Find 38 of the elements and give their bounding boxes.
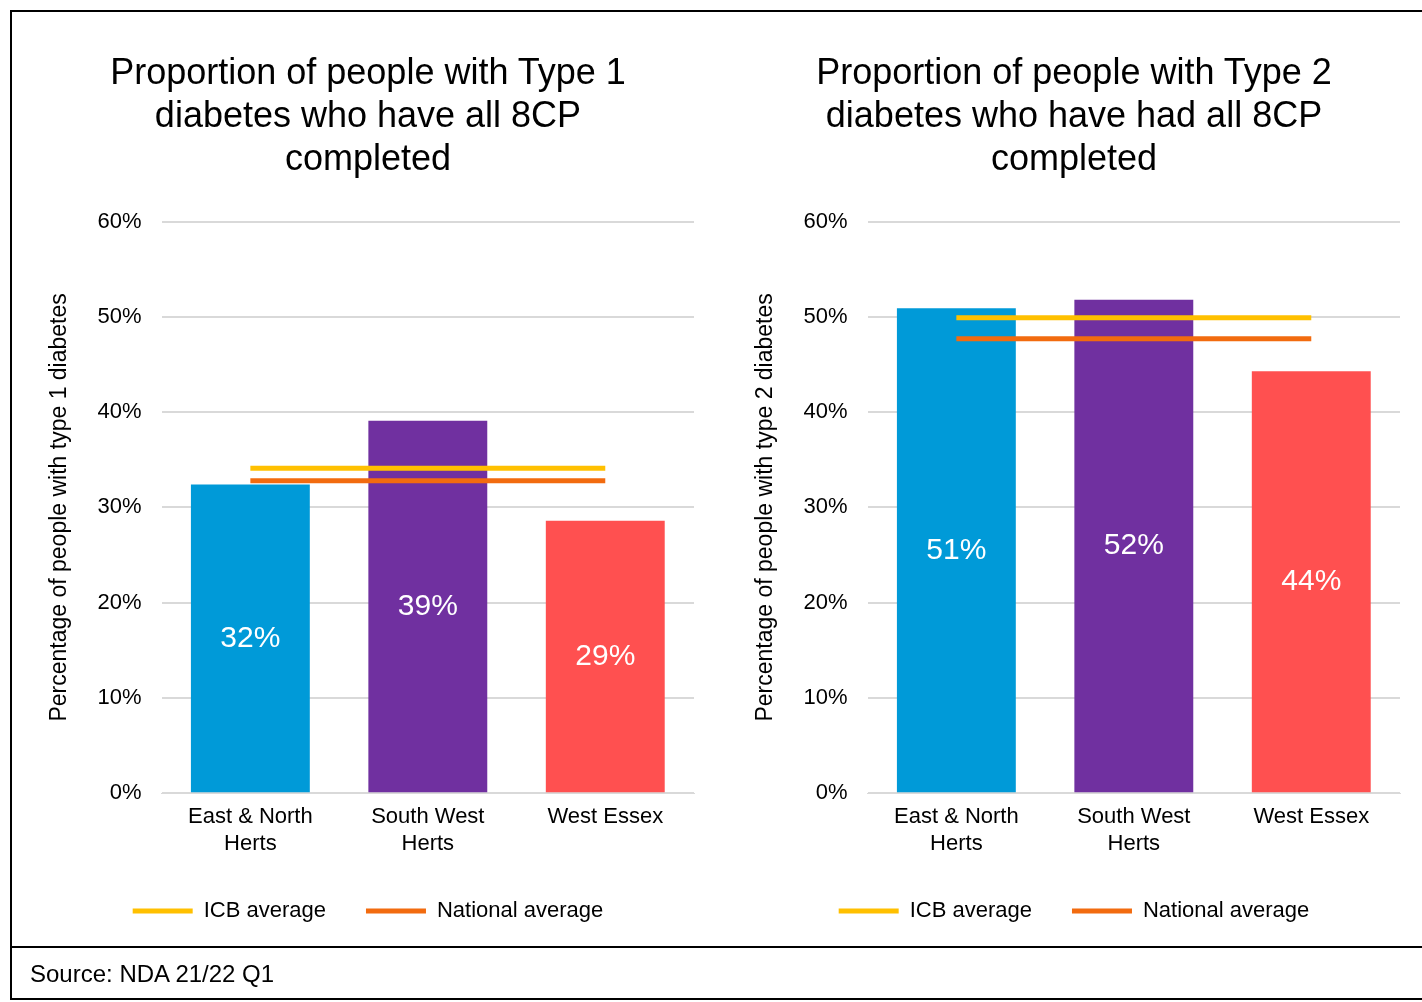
data-label: 52% bbox=[1103, 527, 1164, 561]
chart-title: Proportion of people with Type 1 diabetes who have all 8CP completed bbox=[110, 50, 626, 178]
x-tick-label: East & North Herts bbox=[188, 803, 313, 855]
y-tick-label: 0% bbox=[109, 779, 142, 805]
y-axis-title: Percentage of people with type 1 diabetes bbox=[45, 293, 72, 722]
bar bbox=[368, 420, 488, 793]
data-label: 44% bbox=[1281, 562, 1342, 596]
data-label: 29% bbox=[575, 637, 636, 671]
legend-label: National average bbox=[436, 897, 604, 923]
y-tick-label: 50% bbox=[803, 302, 848, 328]
y-tick-label: 40% bbox=[97, 398, 142, 424]
y-tick-label: 40% bbox=[803, 398, 848, 424]
x-tick-label: South West Herts bbox=[1077, 803, 1191, 855]
y-tick-label: 20% bbox=[97, 588, 142, 614]
data-label: 39% bbox=[397, 587, 458, 621]
y-tick-label: 60% bbox=[97, 207, 142, 233]
y-tick-label: 10% bbox=[97, 684, 142, 709]
y-tick-label: 0% bbox=[815, 779, 848, 805]
chart-title: Proportion of people with Type 2 diabetes who have had all 8CP completed bbox=[816, 50, 1332, 178]
data-label: 32% bbox=[220, 619, 281, 653]
source-note: Source: NDA 21/22 Q1 bbox=[30, 960, 276, 988]
x-tick-label: East & North Herts bbox=[894, 803, 1019, 855]
x-tick-label: West Essex bbox=[547, 803, 664, 829]
data-label: 51% bbox=[926, 531, 987, 565]
y-tick-label: 20% bbox=[803, 588, 848, 614]
x-tick-label: West Essex bbox=[1253, 803, 1370, 829]
y-tick-label: 30% bbox=[97, 493, 142, 519]
y-tick-label: 60% bbox=[803, 207, 848, 233]
y-tick-label: 30% bbox=[803, 493, 848, 519]
y-tick-label: 10% bbox=[803, 684, 848, 709]
legend-label: ICB average bbox=[203, 897, 326, 923]
y-axis-title: Percentage of people with type 2 diabetes bbox=[751, 293, 778, 722]
y-tick-label: 50% bbox=[97, 302, 142, 328]
legend-label: National average bbox=[1142, 897, 1310, 923]
bar bbox=[190, 484, 310, 793]
legend-label: ICB average bbox=[909, 897, 1032, 923]
x-tick-label: South West Herts bbox=[371, 803, 485, 855]
bar bbox=[545, 520, 665, 793]
